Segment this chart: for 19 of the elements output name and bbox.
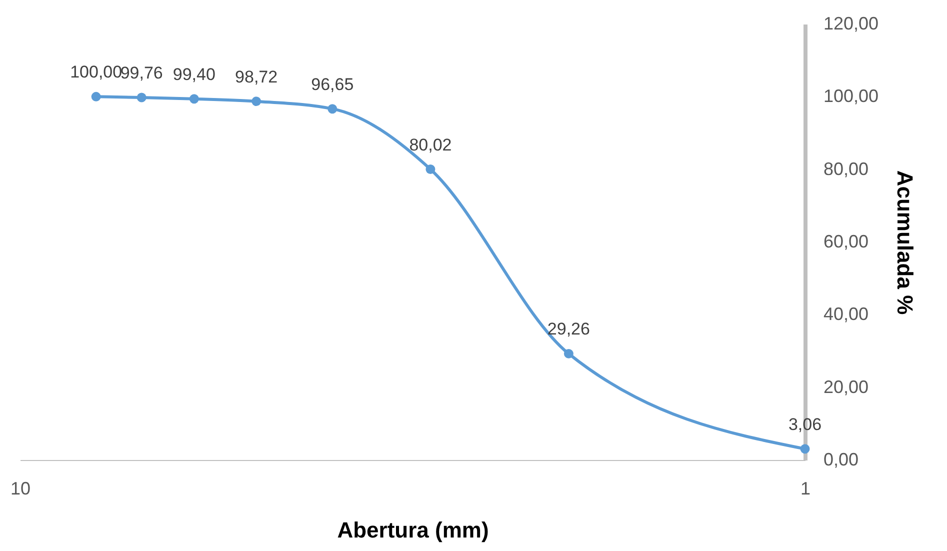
y-tick-label: 60,00 [824, 232, 869, 252]
data-label: 29,26 [547, 320, 590, 339]
data-label: 100,00 [70, 62, 122, 82]
data-label: 80,02 [409, 135, 452, 154]
y-tick-label: 20,00 [824, 376, 869, 397]
x-tick-label: 1 [800, 478, 811, 498]
y-axis-title: Acumulada % [892, 170, 918, 315]
x-tick-label: 10 [10, 478, 31, 498]
data-label: 99,40 [172, 64, 216, 84]
y-tick-label: 120,00 [824, 14, 879, 34]
data-label: 3,06 [788, 414, 822, 434]
y-tick-label: 0,00 [824, 450, 859, 470]
y-tick-label: 40,00 [824, 304, 869, 324]
y-tick-label: 100,00 [824, 86, 879, 106]
x-axis-title: Abertura (mm) [337, 518, 489, 542]
data-label: 99,76 [120, 64, 163, 83]
data-label: 96,65 [311, 74, 354, 94]
data-label: 98,72 [235, 67, 278, 86]
y-tick-label: 80,00 [824, 158, 869, 179]
